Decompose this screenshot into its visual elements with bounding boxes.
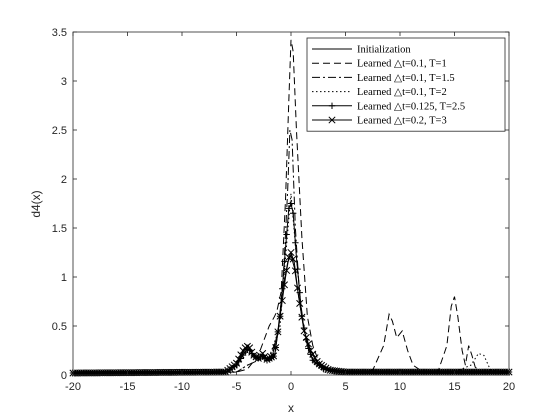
data-point <box>276 312 284 320</box>
data-point <box>274 328 282 336</box>
data-point <box>302 333 310 341</box>
data-point <box>267 353 275 361</box>
x-tick-label: -15 <box>120 381 136 393</box>
data-point <box>265 354 273 362</box>
series-2 <box>72 39 509 374</box>
data-point <box>259 349 267 357</box>
data-point <box>287 200 295 207</box>
legend: Initialization Learned △t=0.1, T=1 Learned… <box>306 37 506 132</box>
data-point <box>324 365 332 373</box>
data-point <box>291 267 299 275</box>
tick-layer: -20 -15 -10 -5 0 5 10 15 20 0 0.5 1 1.5 2 2.5 3 3.5 <box>52 27 515 393</box>
data-point <box>263 355 271 363</box>
data-point <box>311 354 319 362</box>
data-point <box>285 205 293 212</box>
x-tick-label: 0 <box>288 381 294 393</box>
legend-item-2: Learned △t=0.1, T=1 <box>312 59 447 70</box>
data-point <box>309 350 317 358</box>
data-point <box>285 253 293 261</box>
legend-marker <box>328 102 336 109</box>
y-tick-label: 0 <box>61 370 67 382</box>
y-tick-label: 3.5 <box>52 27 67 39</box>
y-tick-label: 3 <box>61 76 67 88</box>
legend-label: Learned △t=0.2, T=3 <box>357 116 447 127</box>
data-point <box>261 352 269 360</box>
y-tick-label: 2.5 <box>52 125 67 137</box>
data-point <box>296 299 304 308</box>
data-point <box>219 368 227 376</box>
data-point <box>289 255 297 263</box>
x-axis-title: x <box>288 401 294 415</box>
data-point <box>315 360 323 368</box>
legend-label: Learned △t=0.1, T=1 <box>357 59 447 70</box>
legend-label: Initialization <box>357 45 411 56</box>
data-point <box>320 363 328 371</box>
data-point <box>235 355 243 363</box>
legend-label: Learned △t=0.1, T=1.5 <box>357 73 455 84</box>
legend-label: Learned △t=0.1, T=2 <box>357 87 447 98</box>
y-tick-label: 1 <box>61 272 67 284</box>
x-tick-label: -5 <box>232 381 242 393</box>
series-line-4 <box>72 193 510 374</box>
legend-label: Learned △t=0.125, T=2.5 <box>357 101 465 112</box>
x-tick-label: 20 <box>503 381 515 393</box>
y-tick-label: 0.5 <box>52 321 67 333</box>
data-point <box>304 340 312 348</box>
data-point <box>298 313 306 321</box>
data-point <box>272 344 280 352</box>
data-point <box>289 210 297 217</box>
data-point <box>293 284 302 292</box>
legend-item-6: Learned △t=0.2, T=3 <box>312 116 447 127</box>
data-point <box>281 258 288 265</box>
legend-item-5: Learned △t=0.125, T=2.5 <box>312 101 465 112</box>
legend-item-4: Learned △t=0.1, T=2 <box>312 87 447 98</box>
data-point <box>270 352 278 360</box>
data-point <box>283 231 290 238</box>
legend-box <box>306 37 506 132</box>
y-tick-label: 1.5 <box>52 223 67 235</box>
data-point <box>246 344 254 352</box>
y-tick-label: 2 <box>61 174 67 186</box>
x-tick-label: 15 <box>448 381 460 393</box>
legend-item-3: Learned △t=0.1, T=1.5 <box>312 73 455 84</box>
series-4 <box>72 193 510 374</box>
series-line-2 <box>72 39 509 374</box>
y-axis-title: d4(x) <box>29 190 43 217</box>
data-point <box>283 266 291 275</box>
data-point <box>307 346 315 355</box>
x-tick-label: 10 <box>394 381 406 393</box>
data-point <box>278 296 286 305</box>
x-tick-label: -10 <box>174 381 190 393</box>
data-point <box>300 327 308 335</box>
data-point <box>292 239 299 246</box>
legend-marker <box>328 116 336 124</box>
data-point <box>317 361 326 369</box>
data-point <box>322 364 330 372</box>
data-point <box>237 351 245 359</box>
data-point <box>280 281 289 289</box>
x-tick-label: 5 <box>342 381 348 393</box>
data-point <box>287 248 295 257</box>
data-point <box>232 359 241 367</box>
x-tick-label: -20 <box>65 381 81 393</box>
legend-item-1: Initialization <box>312 45 411 56</box>
